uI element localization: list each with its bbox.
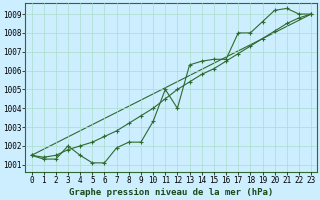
X-axis label: Graphe pression niveau de la mer (hPa): Graphe pression niveau de la mer (hPa) [69,188,274,197]
